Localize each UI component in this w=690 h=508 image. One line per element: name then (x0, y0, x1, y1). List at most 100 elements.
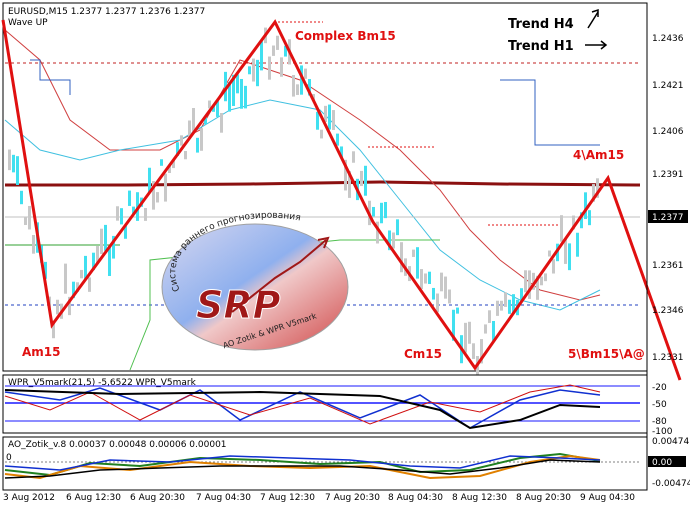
candle (448, 289, 451, 304)
candle (116, 206, 119, 221)
candle (420, 269, 423, 290)
candle (88, 277, 91, 292)
candle (468, 321, 471, 344)
candle (540, 276, 543, 286)
candle (176, 142, 179, 156)
candle (568, 243, 571, 271)
candle (164, 173, 167, 202)
time-tick: 8 Aug 12:30 (452, 493, 507, 503)
candle (488, 310, 491, 323)
candle (180, 135, 183, 146)
trend-h1-label: Trend H1 (508, 39, 574, 54)
candle (216, 101, 219, 117)
price-tick: 1.2346 (652, 306, 684, 316)
candle (68, 296, 71, 316)
candle (84, 255, 87, 280)
trend-h4-label: Trend H4 (508, 17, 574, 32)
candle (392, 232, 395, 249)
candle (160, 159, 163, 166)
candle (544, 273, 547, 282)
candle (172, 160, 175, 169)
candle (584, 192, 587, 220)
candle (260, 41, 263, 71)
wpr-level: -50 (652, 400, 667, 410)
candle (64, 263, 67, 294)
candle (232, 74, 235, 106)
candle (248, 66, 251, 75)
candle (552, 259, 555, 274)
wpr-level: -80 (652, 417, 667, 427)
price-tick: 1.2391 (652, 170, 684, 180)
candle (548, 250, 551, 257)
candle (432, 287, 435, 300)
candle (196, 137, 199, 153)
candle (144, 208, 147, 221)
candle (236, 74, 239, 94)
candle (364, 165, 367, 196)
candle (120, 208, 123, 225)
candle (360, 170, 363, 187)
candle (124, 225, 127, 239)
candle (16, 156, 19, 186)
candle (324, 105, 327, 122)
candle (480, 339, 483, 364)
current-price-label: 1.2377 (652, 213, 684, 223)
ao-title: AO_Zotik_v.8 0.00037 0.00048 0.00006 0.0… (8, 440, 227, 450)
candle (520, 288, 523, 301)
candle (156, 192, 159, 203)
candle (20, 190, 23, 205)
time-tick: 6 Aug 12:30 (66, 493, 121, 503)
ao-zero-label: 0 (6, 453, 12, 463)
wave-zigzag-line (1, 19, 682, 381)
candle (148, 167, 151, 193)
candle (168, 165, 171, 173)
price-tick: 1.2436 (652, 34, 684, 44)
candle (376, 221, 379, 244)
candle (504, 292, 507, 307)
candle (220, 112, 223, 133)
time-tick: 7 Aug 12:30 (260, 493, 315, 503)
price-tick: 1.2406 (652, 127, 684, 137)
candle (412, 249, 415, 257)
trend-h4-up-arrow-icon (587, 8, 599, 29)
candle (348, 171, 351, 198)
candle (32, 234, 35, 254)
candle (80, 269, 83, 279)
wave-label-four: 4\Am15 (573, 148, 624, 162)
candle (444, 276, 447, 299)
candle (384, 201, 387, 219)
candle (104, 224, 107, 251)
candle (240, 78, 243, 109)
candle (496, 300, 499, 316)
candle (92, 252, 95, 271)
candle (108, 245, 111, 276)
time-tick: 6 Aug 20:30 (130, 493, 185, 503)
candle (184, 151, 187, 160)
wpr-title: WPR_V5mark(21,5) -5,6522 WPR_V5mark (8, 378, 197, 388)
wave-label-am15: Am15 (22, 345, 61, 359)
candle (56, 299, 59, 315)
candle (224, 71, 227, 102)
candle (580, 212, 583, 229)
time-tick: 7 Aug 20:30 (325, 493, 380, 503)
candle (588, 210, 591, 226)
wave-label-cm15: Cm15 (404, 347, 442, 361)
candle (276, 35, 279, 50)
candle (132, 206, 135, 215)
candle (96, 246, 99, 264)
candle (452, 309, 455, 341)
wpr-level: -100 (652, 427, 673, 437)
candle (192, 107, 195, 134)
time-tick: 3 Aug 2012 (3, 493, 55, 503)
candle (204, 116, 207, 125)
candle (212, 105, 215, 112)
candle (372, 206, 375, 217)
candle (272, 45, 275, 56)
ao-level: 0.00 (652, 458, 672, 468)
ao-level: 0.00474 (652, 437, 689, 447)
wave-label-five: 5\Bm15\A@ (568, 347, 645, 361)
candle (336, 133, 339, 146)
candle (400, 242, 403, 273)
